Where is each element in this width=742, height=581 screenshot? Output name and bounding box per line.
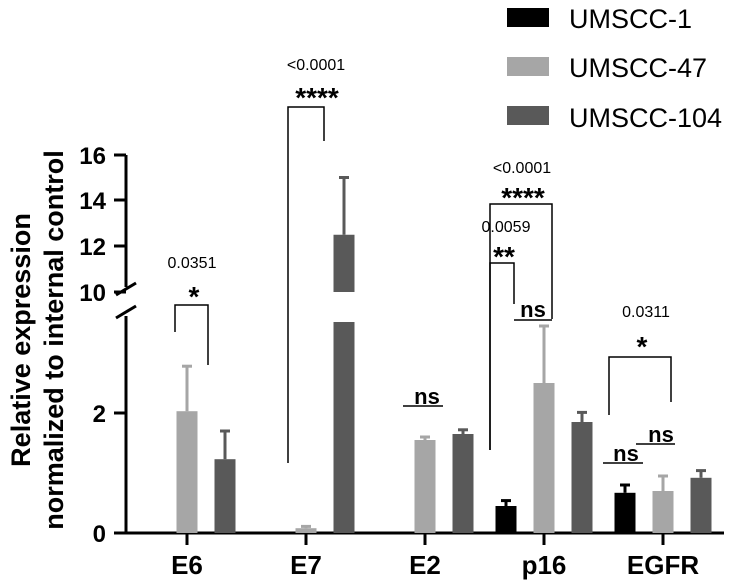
x-tick-label-e2: E2: [409, 550, 441, 580]
y-tick-label-16: 16: [79, 143, 106, 170]
bar-umscc-104-p16: [571, 422, 593, 533]
bar-umscc-47-p16: [533, 383, 555, 533]
ns-p16: ns: [520, 297, 546, 322]
bar-umscc-47-e2: [414, 440, 436, 533]
stars-p16-4: ****: [501, 182, 545, 213]
y-tick-label-0: 0: [93, 521, 106, 548]
error-bar-umscc-104-p16: [577, 410, 587, 422]
x-tick-label-e7: E7: [290, 550, 322, 580]
y-ticks: [114, 153, 126, 535]
stars-egfr: *: [637, 331, 648, 362]
pvalue-e6: 0.0351: [168, 255, 217, 272]
legend-label-umscc-104: UMSCC-104: [569, 103, 722, 133]
bar-umscc-47-egfr: [652, 491, 674, 533]
error-bar-umscc-104-e6: [220, 429, 230, 460]
bar-umscc-1-egfr: [614, 492, 636, 533]
pvalue-e7: <0.0001: [287, 57, 345, 74]
legend-swatch-umscc-1: [507, 8, 549, 27]
legend-label-umscc-47: UMSCC-47: [569, 53, 707, 83]
x-tick-label-p16: p16: [522, 550, 567, 580]
bar-umscc-104-e7: [333, 234, 355, 533]
stars-e7: ****: [295, 82, 339, 113]
bars-layer: [176, 176, 712, 533]
error-bar-umscc-47-e2: [420, 435, 430, 440]
x-tick-label-e6: E6: [171, 550, 203, 580]
error-bar-umscc-47-e6: [182, 364, 192, 412]
pvalue-p16-2: 0.0059: [482, 219, 531, 236]
ns-e2: ns: [414, 384, 440, 409]
stars-p16-2: **: [493, 241, 515, 272]
legend: UMSCC-1 UMSCC-47 UMSCC-104: [507, 4, 722, 133]
bar-umscc-104-egfr: [690, 477, 712, 533]
pvalue-p16-4: <0.0001: [493, 160, 551, 177]
ns-egfr-2: ns: [648, 422, 674, 447]
pvalue-egfr: 0.0311: [622, 304, 670, 321]
error-bar-umscc-104-e7: [339, 176, 349, 235]
y-tick-label-10: 10: [79, 280, 106, 307]
bracket-egfr: [608, 356, 672, 415]
legend-label-umscc-1: UMSCC-1: [569, 4, 692, 34]
bar-umscc-47-e6: [176, 411, 198, 533]
bar-umscc-1-p16: [495, 506, 517, 533]
bracket-p16-4: [489, 203, 553, 450]
bar-umscc-47-e7: [295, 528, 317, 533]
ns-egfr-1: ns: [613, 441, 639, 466]
y-tick-label-14: 14: [79, 188, 106, 215]
significance-brackets: [174, 106, 675, 464]
bracket-e7: [287, 106, 325, 463]
error-bar-umscc-104-egfr: [696, 469, 706, 478]
y-tick-label-12: 12: [79, 234, 106, 261]
error-bar-umscc-104-e2: [458, 428, 468, 434]
error-bar-umscc-1-egfr: [620, 483, 630, 493]
error-bar-umscc-1-p16: [501, 499, 511, 506]
bracket-e6: [174, 304, 209, 365]
y-tick-label-2: 2: [93, 401, 106, 428]
y-axis-label-line2: normalized to internal control: [39, 150, 69, 530]
x-tick-label-egfr: EGFR: [627, 550, 699, 580]
x-ticks: [185, 533, 665, 545]
bracket-p16-2: [489, 262, 515, 450]
y-axis: [115, 155, 137, 533]
error-bar-umscc-47-p16: [539, 324, 549, 383]
bar-umscc-104-e2: [452, 434, 474, 533]
stars-e6: *: [189, 281, 200, 312]
error-bar-umscc-47-egfr: [658, 474, 668, 491]
bar-umscc-104-e6: [214, 459, 236, 533]
error-bar-umscc-47-e7: [301, 524, 311, 529]
legend-swatch-umscc-104: [507, 106, 549, 125]
y-axis-label-line1: Relative expression: [6, 213, 36, 467]
legend-swatch-umscc-47: [507, 57, 549, 76]
